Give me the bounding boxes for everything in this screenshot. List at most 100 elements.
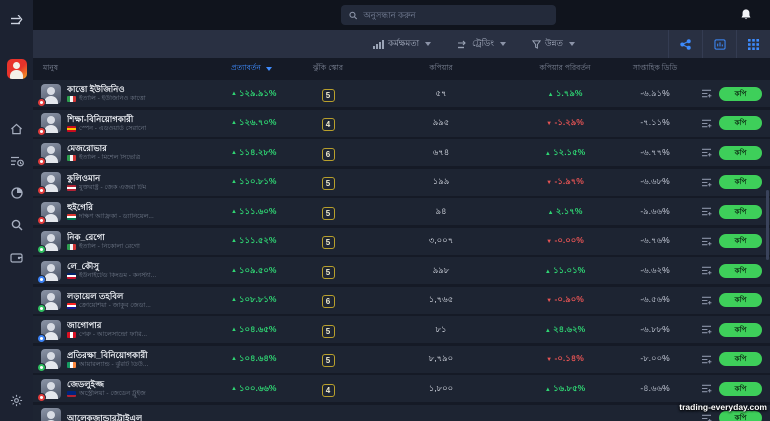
copy-button[interactable]: কপি [719,204,762,219]
avatar [37,201,61,225]
country-flag-icon [67,125,76,132]
copy-button[interactable]: কপি [719,234,762,248]
scrollbar[interactable] [766,190,769,260]
trend-arrow-icon: ▲ [231,297,237,303]
copy-button[interactable]: কপি [719,86,762,101]
copy-button[interactable]: কপি [719,322,762,337]
table-row[interactable]: হুইগেরি দক্ষিণ আফ্রিকা - ড্যানিয়েল... ▲… [33,198,770,225]
copiers-count: ৩,০০৭ [428,235,454,245]
table-row[interactable]: আলেকজান্ডারট্রাইএল কপি [33,404,770,421]
trading-filter-dropdown[interactable]: ট্রেডিং [457,37,506,51]
add-to-watchlist-icon[interactable] [701,178,712,187]
return-cell: ▲ ১০৮.৮১% [225,293,295,307]
app-logo[interactable] [0,56,33,82]
add-to-watchlist-icon[interactable] [701,296,712,305]
table-row[interactable]: শিক্ষা-বিনিয়োগকারী স্পেন - এডওয়ার্ড সে… [33,109,770,137]
sidebar-item-wallet[interactable] [0,244,33,270]
table-row[interactable]: জাগোপার পেরু - আলেসান্দ্রো ফারি... ▲ ১০৪… [33,316,770,343]
copiers-change-value: ২৪.৬২% [553,323,586,334]
return-cell: ▲ ১০০.৬৬% [225,382,295,396]
return-value: ১০৯.৫০% [238,264,277,275]
table-row[interactable]: নিক_রেগো ইতালি - নিকোলা রেগো ▲ ১১১.৫২% 5… [33,227,770,255]
trader-status-badge-icon [37,333,46,343]
copy-button[interactable]: কপি [719,263,762,278]
trend-arrow-icon: ▼ [546,357,553,363]
weekly-dd-value: -৬.৬৮% [640,176,670,186]
advanced-filter-dropdown[interactable]: উন্নত [531,37,575,51]
avatar [37,83,61,107]
expand-sidebar-icon[interactable] [0,8,33,34]
trend-arrow-icon: ▲ [544,150,551,157]
header-copiers: কপিয়ার [429,63,453,72]
performance-filter-label: কর্মক্ষমতা [388,38,420,48]
grid-view-icon[interactable] [736,30,770,58]
trend-arrow-icon: ▼ [546,121,553,127]
table-row[interactable]: কুলিওমান যুক্তরাষ্ট্র - জেক এজরা টিম ▲ ১… [33,168,770,196]
table-row[interactable]: লড়ায়েল তহবিল ক্রোয়েশিয়া - জাকুব জেডা… [33,286,770,314]
table-row[interactable]: প্রতিরক্ষা_বিনিয়োগকারী আয়ারল্যান্ড - ঝ… [33,345,770,373]
settings-gear-icon[interactable] [0,387,33,413]
return-value: ১২৬.৭০% [238,117,277,127]
country-flag-icon [67,155,76,161]
copiers-count: ১,৮০০ [428,382,454,393]
add-to-watchlist-icon[interactable] [701,119,712,128]
copy-button[interactable]: কপি [719,411,762,421]
table-row[interactable]: কাত্তো ইউজিনিও ইতালি - ইউজিনিও কাত্তো ▲ … [33,80,770,107]
return-value: ১০৪.৬৫% [238,323,277,334]
copy-button[interactable]: কপি [719,293,762,307]
copy-button[interactable]: কপি [719,145,762,160]
sidebar-item-copy-trading[interactable] [0,148,33,174]
add-to-watchlist-icon[interactable] [701,207,712,216]
search-box[interactable] [341,5,556,25]
header-weekly-dd: সাপ্তাহিক ডিডি [632,63,678,72]
header-people: মানুষ [43,63,58,72]
table-row[interactable]: মেজরোভার ইতালি - মিশেল সিভেত্রি ▲ ১১৪.২৮… [33,139,770,166]
performance-filter-dropdown[interactable]: কর্মক্ষমতা [373,37,432,51]
add-to-watchlist-icon[interactable] [701,414,712,421]
header-return-sort[interactable]: প্রত্যাবর্তন [225,63,295,75]
country-flag-icon [67,391,76,397]
risk-score-badge: 5 [321,265,335,279]
avatar [37,319,61,343]
copy-button[interactable]: কপি [719,352,762,366]
chart-view-icon[interactable] [702,30,736,58]
add-to-watchlist-icon[interactable] [701,89,712,98]
avatar [37,260,61,284]
country-flag-icon [67,332,76,338]
trend-arrow-icon: ▼ [546,298,553,304]
sidebar-item-stats[interactable] [0,180,33,206]
trader-name: লড়ায়েল তহবিল [67,290,124,301]
copy-button[interactable]: কপি [719,175,762,189]
add-to-watchlist-icon[interactable] [701,325,712,334]
copiers-change-value: ১.৭৯% [555,87,583,98]
trader-status-badge-icon [37,304,46,313]
filter-funnel-icon [531,39,541,49]
share-icon[interactable] [668,30,702,58]
copy-button[interactable]: কপি [719,116,762,130]
sidebar-item-home[interactable] [0,116,33,142]
trade-arrows-icon [458,40,466,48]
add-to-watchlist-icon[interactable] [701,148,712,157]
weekly-dd-value: -৬.৭৭% [640,146,670,157]
country-flag-icon [67,302,76,309]
sidebar-item-search[interactable] [0,212,33,238]
table-row[interactable]: জেডলুইজ্জ অস্ট্রেলিয়া - জেডেন ট্রুইজ ▲ … [33,375,770,402]
header-copiers-change: কপিয়ার পরিবর্তন [539,63,591,72]
risk-score-badge: 5 [321,177,335,190]
table-row[interactable]: লে_কৌসু ইউনাইটেড কিংডম - কনস্ট্যা... ▲ ১… [33,257,770,284]
add-to-watchlist-icon[interactable] [701,355,712,364]
trader-status-badge-icon [37,97,46,107]
trader-logo-icon [6,59,27,79]
search-input[interactable] [363,10,548,20]
return-cell: ▲ ১০৪.৬৫% [225,323,295,337]
trader-status-badge-icon [37,363,46,372]
trader-status-badge-icon [37,127,46,136]
copy-button[interactable]: কপি [719,381,762,396]
notifications-bell-icon[interactable] [740,8,752,21]
trader-name: নিক_রেগো [67,231,105,242]
add-to-watchlist-icon[interactable] [701,266,712,275]
add-to-watchlist-icon[interactable] [701,237,712,246]
trend-arrow-icon: ▲ [544,386,551,393]
add-to-watchlist-icon[interactable] [701,384,712,393]
return-value: ১০০.৬৬% [238,382,277,393]
